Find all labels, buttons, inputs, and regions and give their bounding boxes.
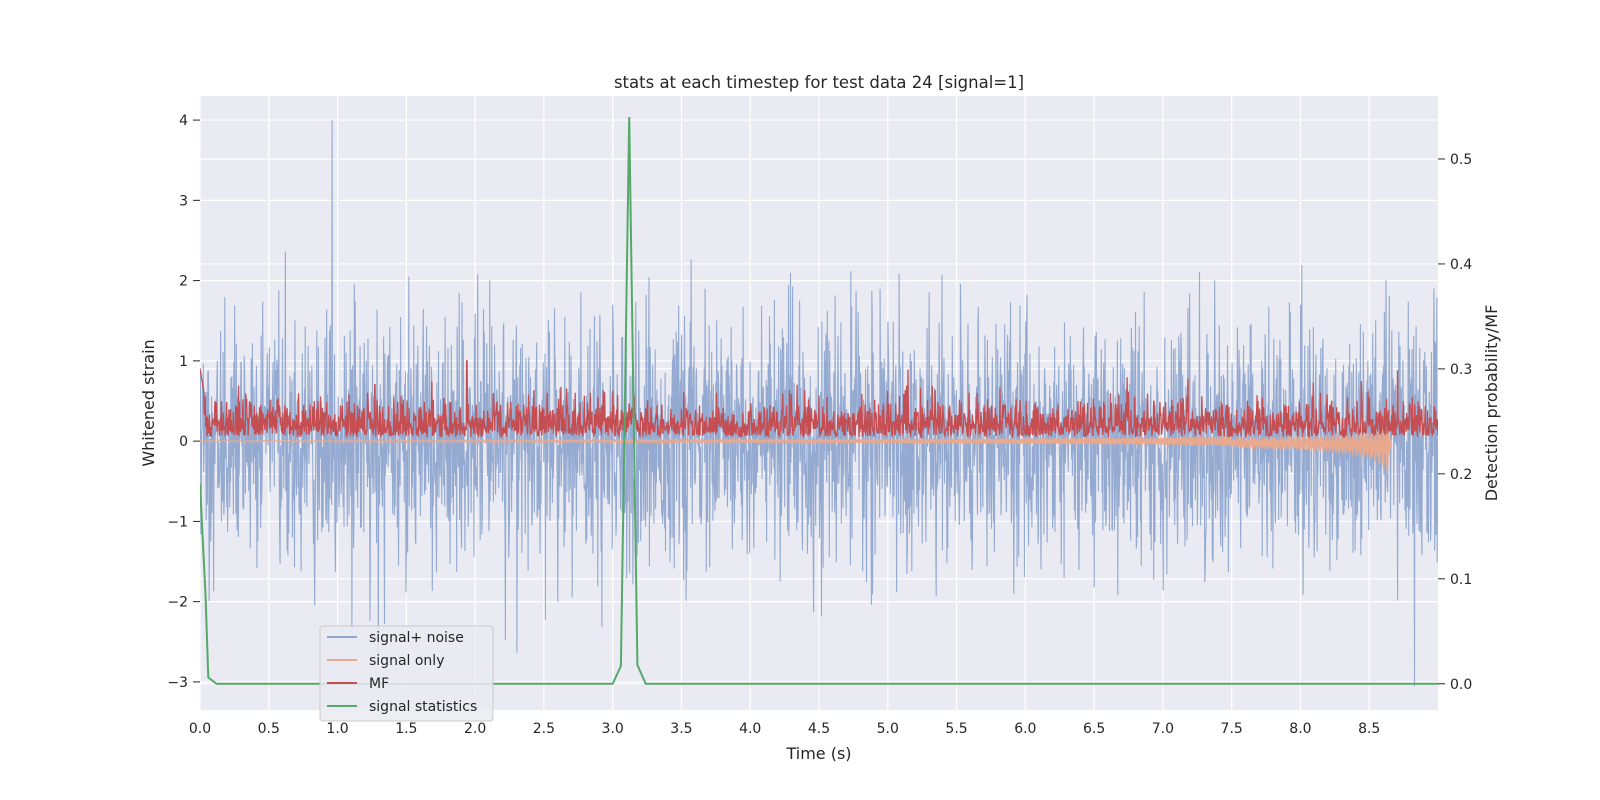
x-tick-label: 7.0 <box>1152 721 1174 737</box>
legend-entry-signal-only: signal only <box>327 653 444 669</box>
y-tick-label-left: −1 <box>167 514 188 530</box>
x-tick-label: 0.0 <box>189 721 211 737</box>
y-axis-left-label: Whitened strain <box>139 339 158 466</box>
y-tick-label-right: 0.1 <box>1450 572 1472 588</box>
x-tick-label: 7.5 <box>1221 721 1243 737</box>
series-layer <box>200 116 1438 686</box>
x-tick-label: 1.5 <box>395 721 417 737</box>
legend-label-signal-noise: signal+ noise <box>369 630 464 646</box>
x-axis-ticks: 0.0 0.5 1.0 1.5 2.0 2.5 3.0 3.5 4.0 4.5 5.0 5.5 6.0 6… <box>189 721 1380 737</box>
x-axis-label: Time (s) <box>785 744 851 763</box>
y-tick-label-left: 1 <box>179 354 188 370</box>
series-signal-statistics-line <box>200 116 1438 685</box>
x-tick-label: 5.0 <box>877 721 899 737</box>
y-tick-label-right: 0.4 <box>1450 257 1472 273</box>
legend-entry-mf: MF <box>327 676 389 692</box>
x-tick-label: 0.5 <box>258 721 280 737</box>
y-axis-left-ticks: −3 −2 −1 0 1 2 3 4 <box>167 113 200 691</box>
x-tick-label: 1.0 <box>326 721 348 737</box>
legend-label-mf: MF <box>369 676 389 692</box>
legend-box <box>319 625 494 722</box>
x-tick-label: 4.5 <box>808 721 830 737</box>
y-axis-right-label: Detection probability/MF <box>1482 305 1501 502</box>
x-tick-label: 4.0 <box>739 721 761 737</box>
legend-entry-signal-noise: signal+ noise <box>327 630 464 646</box>
y-tick-label-right: 0.2 <box>1450 467 1472 483</box>
x-tick-label: 3.0 <box>602 721 624 737</box>
y-axis-right-ticks: 0.0 0.1 0.2 0.3 0.4 0.5 <box>1438 152 1472 693</box>
legend: signal+ noise signal only MF signal stat… <box>319 625 494 722</box>
y-tick-label-right: 0.0 <box>1450 677 1472 693</box>
y-tick-label-left: 2 <box>179 274 188 290</box>
y-tick-label-left: 3 <box>179 193 188 209</box>
y-tick-label-right: 0.3 <box>1450 362 1472 378</box>
y-tick-label-left: 4 <box>179 113 188 129</box>
series-mf-line <box>200 360 1438 440</box>
x-tick-label: 6.0 <box>1014 721 1036 737</box>
series-signal-only-line <box>200 424 1392 473</box>
x-tick-label: 2.0 <box>464 721 486 737</box>
legend-entry-signal-statistics: signal statistics <box>327 699 477 715</box>
x-tick-label: 8.5 <box>1358 721 1380 737</box>
legend-label-signal-statistics: signal statistics <box>369 699 477 715</box>
x-tick-label: 8.0 <box>1289 721 1311 737</box>
y-tick-label-left: 0 <box>179 434 188 450</box>
legend-label-signal-only: signal only <box>369 653 444 669</box>
chart-title: stats at each timestep for test data 24 … <box>614 73 1024 92</box>
x-tick-label: 6.5 <box>1083 721 1105 737</box>
y-tick-label-left: −2 <box>167 595 188 611</box>
x-tick-label: 3.5 <box>670 721 692 737</box>
y-tick-label-left: −3 <box>167 675 188 691</box>
x-tick-label: 2.5 <box>533 721 555 737</box>
x-tick-label: 5.5 <box>945 721 967 737</box>
y-tick-label-right: 0.5 <box>1450 152 1472 168</box>
